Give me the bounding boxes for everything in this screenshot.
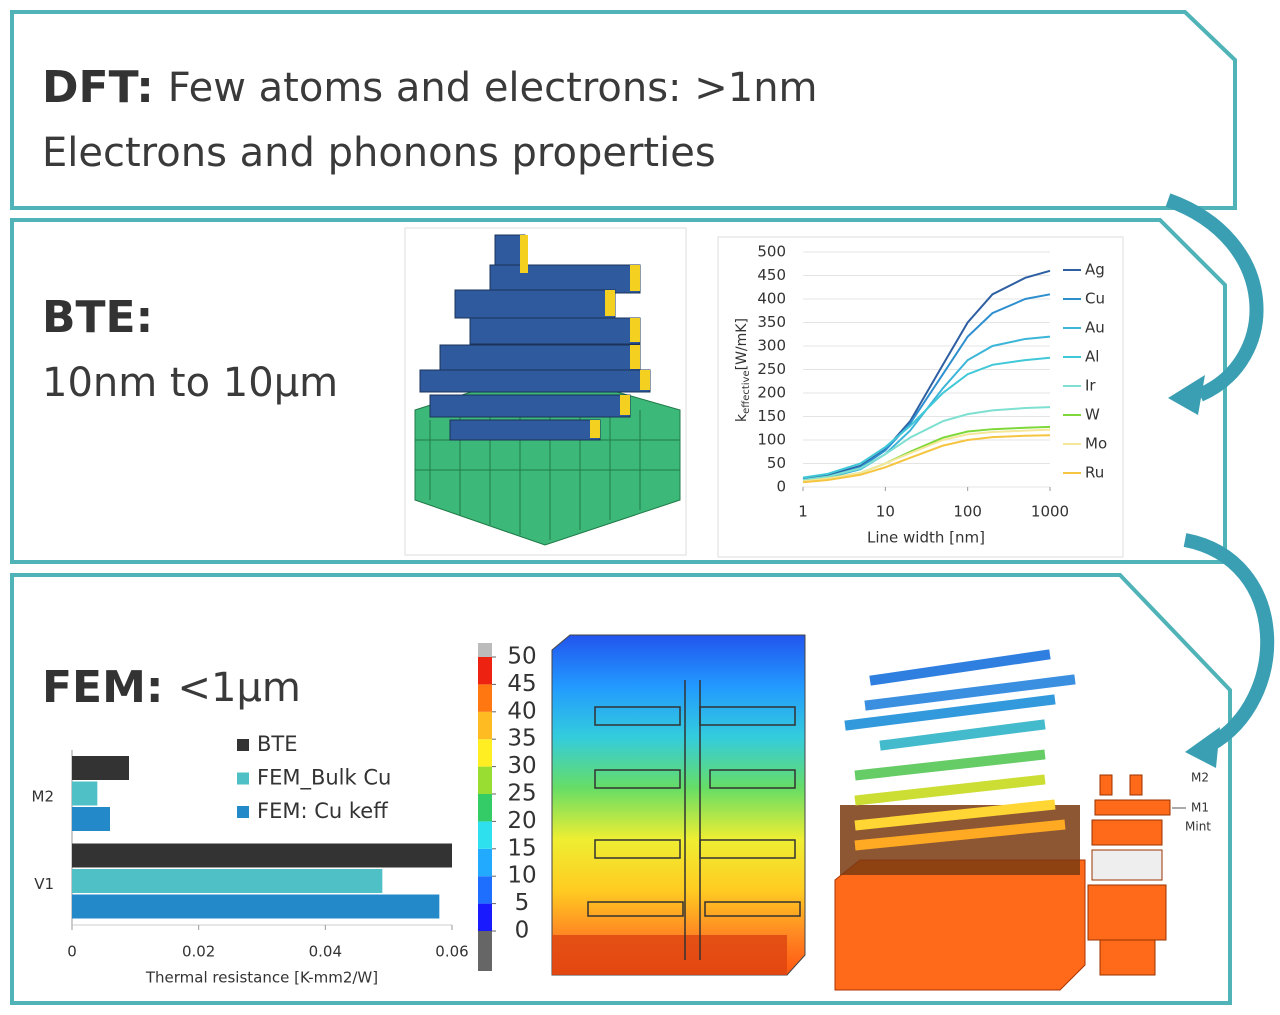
line-series (802, 434, 1051, 484)
x-axis-label: Thermal resistance [K-mm2/W] (145, 969, 378, 987)
line-series (802, 428, 1051, 483)
y-tick-label: 250 (757, 360, 786, 378)
render-label: Mint (1185, 820, 1211, 834)
panel-title: Few atoms and electrons: >1nm (168, 65, 818, 111)
y-tick-label: 500 (757, 243, 786, 261)
fem-block-render (551, 634, 806, 976)
colorbar-label: 20 (507, 808, 536, 834)
legend-label: FEM: Cu keff (257, 799, 388, 823)
colorbar-label: 30 (507, 753, 536, 779)
x-tick-label: 0.04 (309, 943, 342, 961)
legend-swatch (237, 806, 249, 818)
x-tick-label: 100 (953, 503, 982, 521)
y-axis-label: keffective[W/mK] (734, 318, 752, 422)
y-tick-label: 100 (757, 431, 786, 449)
x-tick-label: 1 (798, 503, 808, 521)
legend-label: Ir (1085, 377, 1096, 395)
bar (72, 781, 98, 806)
panel-label: DFT: (42, 62, 154, 113)
colorbar-label: 25 (507, 781, 536, 807)
y-tick-label: 50 (767, 454, 786, 472)
colorbar-segment (478, 794, 492, 822)
legend-label: Ru (1085, 464, 1104, 482)
colorbar-label: 40 (507, 698, 536, 724)
colorbar-label: 50 (507, 644, 536, 670)
bar (72, 894, 440, 919)
line-series (802, 356, 1051, 479)
colorbar-segment (478, 821, 492, 849)
colorbar-segment (478, 657, 492, 685)
panel-subtitle: Electrons and phonons properties (42, 130, 716, 176)
colorbar-segment (478, 766, 492, 794)
colorbar-segment (478, 903, 492, 931)
colorbar-segment (478, 684, 492, 712)
colorbar-label: 45 (507, 671, 536, 697)
panel-subtitle: 10nm to 10µm (42, 360, 338, 406)
panel-label: FEM: (42, 662, 164, 713)
y-axis-label-main: k (734, 413, 750, 422)
legend-swatch (237, 739, 249, 751)
legend-label: W (1085, 406, 1100, 424)
legend-label: Mo (1085, 435, 1107, 453)
render-label: M1 (1191, 801, 1209, 815)
bar (72, 807, 110, 831)
colorbar-label: 5 (515, 890, 530, 916)
legend-label: Au (1085, 319, 1105, 337)
y-axis-label-sub: effective (741, 370, 752, 413)
flow-arrows (1165, 193, 1275, 752)
colorbar-label: 35 (507, 726, 536, 752)
colorbar-label: 0 (515, 918, 530, 944)
arrow-head (1168, 375, 1205, 415)
panel-title: <1µm (178, 665, 301, 711)
legend-label: BTE (257, 732, 298, 756)
y-tick-label: 200 (757, 384, 786, 402)
arrow-head (1185, 727, 1220, 768)
x-axis-label: Line width [nm] (867, 529, 985, 547)
y-tick-label: 350 (757, 313, 786, 331)
x-tick-label: 0.06 (435, 943, 468, 961)
chart-frame (717, 236, 1124, 558)
legend-label: Ag (1085, 261, 1105, 279)
legend-label: FEM_Bulk Cu (257, 766, 391, 791)
panel-text: FEM: <1µm (42, 662, 301, 713)
panel-dft (10, 10, 1237, 210)
line-series (802, 269, 1051, 480)
panel-label: BTE: (42, 292, 153, 343)
colorbar-segment (478, 876, 492, 904)
y-tick-label: M2 (32, 788, 55, 806)
y-tick-label: 0 (776, 478, 786, 496)
fem-interconnect-render (834, 649, 1171, 991)
colorbar-label: 10 (507, 863, 536, 889)
x-tick-label: 10 (876, 503, 895, 521)
y-tick-label: 450 (757, 266, 786, 284)
legend-swatch (237, 772, 249, 785)
y-axis-label-unit: [W/mK] (734, 318, 750, 370)
colorbar-segment (478, 739, 492, 767)
y-tick-label: 150 (757, 407, 786, 425)
bar (72, 843, 452, 868)
y-tick-label: 400 (757, 290, 786, 308)
x-tick-label: 1000 (1031, 503, 1069, 521)
x-tick-label: 0.02 (182, 943, 215, 961)
colorbar-segment (478, 711, 492, 740)
line-series (802, 406, 1051, 481)
panel-text: DFT: Few atoms and electrons: >1nm (42, 62, 818, 113)
render-label: M2 (1191, 771, 1209, 785)
bte-structure-image (404, 227, 687, 556)
colorbar-label: 15 (507, 835, 536, 861)
bar (72, 756, 129, 780)
bar (72, 869, 383, 893)
x-tick-label: 0 (67, 943, 77, 961)
colorbar-segment (478, 848, 492, 877)
y-tick-label: 300 (757, 337, 786, 355)
legend-label: Cu (1085, 290, 1105, 308)
y-tick-label: V1 (34, 875, 54, 893)
colorbar-cap (478, 643, 492, 657)
colorbar-cap (478, 931, 492, 971)
legend-label: Al (1085, 348, 1099, 366)
